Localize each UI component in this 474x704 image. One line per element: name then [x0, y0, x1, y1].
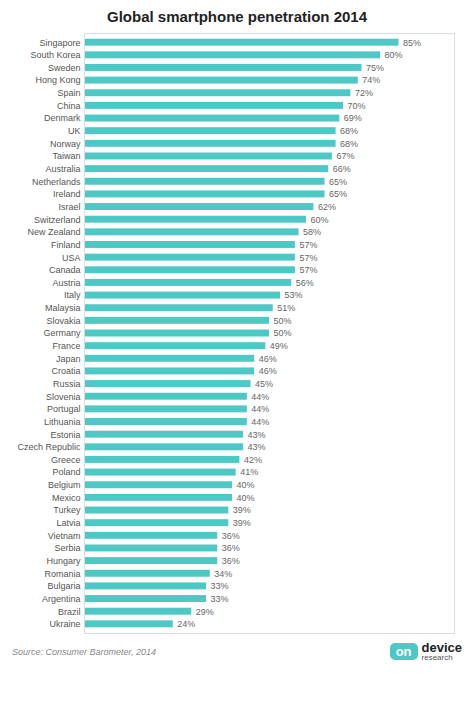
svg-text:43%: 43% — [248, 430, 266, 440]
svg-text:53%: 53% — [285, 290, 303, 300]
html-text:Source: Consumer Barometer, 20: Source: Consumer Barometer, 2014 — [12, 646, 157, 657]
svg-text:Portugal: Portugal — [47, 404, 81, 414]
svg-text:60%: 60% — [311, 215, 329, 225]
svg-text:57%: 57% — [299, 240, 317, 250]
html-text:on: on — [395, 644, 412, 659]
svg-text:57%: 57% — [299, 253, 317, 263]
svg-text:Sweden: Sweden — [48, 63, 81, 73]
svg-text:Slovakia: Slovakia — [46, 316, 80, 326]
svg-text:40%: 40% — [237, 480, 255, 490]
svg-text:75%: 75% — [366, 63, 384, 73]
svg-text:Switzerland: Switzerland — [34, 215, 81, 225]
svg-text:Finland: Finland — [51, 240, 81, 250]
svg-text:Australia: Australia — [45, 164, 80, 174]
svg-text:33%: 33% — [211, 594, 229, 604]
svg-text:80%: 80% — [385, 50, 403, 60]
svg-text:Spain: Spain — [57, 88, 80, 98]
svg-text:Argentina: Argentina — [42, 594, 81, 604]
svg-text:Italy: Italy — [64, 290, 81, 300]
svg-text:46%: 46% — [259, 366, 277, 376]
svg-text:67%: 67% — [336, 151, 354, 161]
svg-text:Czech Republic: Czech Republic — [17, 442, 81, 452]
svg-text:41%: 41% — [240, 467, 258, 477]
svg-text:Bulgaria: Bulgaria — [47, 581, 80, 591]
svg-text:51%: 51% — [277, 303, 295, 313]
svg-text:Malaysia: Malaysia — [45, 303, 81, 313]
svg-text:France: France — [52, 341, 80, 351]
svg-text:Germany: Germany — [43, 328, 81, 338]
svg-text:South Korea: South Korea — [30, 50, 80, 60]
svg-text:85%: 85% — [403, 38, 421, 48]
svg-text:50%: 50% — [274, 328, 292, 338]
svg-text:Latvia: Latvia — [56, 518, 80, 528]
svg-text:Israel: Israel — [58, 202, 80, 212]
svg-text:Russia: Russia — [53, 379, 81, 389]
svg-text:68%: 68% — [340, 139, 358, 149]
svg-text:39%: 39% — [233, 518, 251, 528]
svg-text:Vietnam: Vietnam — [48, 531, 81, 541]
svg-text:Belgium: Belgium — [48, 480, 81, 490]
svg-text:Taiwan: Taiwan — [52, 151, 80, 161]
svg-text:40%: 40% — [237, 493, 255, 503]
svg-text:57%: 57% — [299, 265, 317, 275]
svg-text:Slovenia: Slovenia — [46, 392, 81, 402]
html-text:Global smartphone penetration: Global smartphone penetration 2014 — [107, 8, 367, 25]
svg-text:33%: 33% — [211, 581, 229, 591]
svg-text:Ireland: Ireland — [53, 189, 81, 199]
svg-text:36%: 36% — [222, 543, 240, 553]
svg-text:42%: 42% — [244, 455, 262, 465]
svg-text:29%: 29% — [196, 607, 214, 617]
svg-text:58%: 58% — [303, 227, 321, 237]
svg-text:49%: 49% — [270, 341, 288, 351]
svg-text:New Zealand: New Zealand — [27, 227, 80, 237]
svg-text:50%: 50% — [274, 316, 292, 326]
svg-text:70%: 70% — [348, 101, 366, 111]
svg-text:Poland: Poland — [52, 467, 80, 477]
svg-text:Brazil: Brazil — [58, 607, 81, 617]
html-text:research: research — [421, 653, 453, 662]
svg-text:39%: 39% — [233, 505, 251, 515]
svg-text:24%: 24% — [177, 619, 195, 629]
svg-text:44%: 44% — [251, 392, 269, 402]
svg-text:36%: 36% — [222, 531, 240, 541]
svg-text:Turkey: Turkey — [53, 505, 81, 515]
svg-text:56%: 56% — [296, 278, 314, 288]
svg-text:Japan: Japan — [56, 354, 81, 364]
svg-text:Mexico: Mexico — [52, 493, 81, 503]
svg-text:34%: 34% — [214, 569, 232, 579]
svg-text:Norway: Norway — [50, 139, 81, 149]
svg-text:62%: 62% — [318, 202, 336, 212]
svg-text:Singapore: Singapore — [39, 38, 80, 48]
svg-text:Romania: Romania — [44, 569, 80, 579]
svg-text:Estonia: Estonia — [50, 430, 80, 440]
svg-text:China: China — [57, 101, 81, 111]
svg-text:Canada: Canada — [49, 265, 81, 275]
svg-text:Netherlands: Netherlands — [32, 177, 81, 187]
svg-text:36%: 36% — [222, 556, 240, 566]
svg-text:74%: 74% — [362, 75, 380, 85]
svg-text:44%: 44% — [251, 404, 269, 414]
svg-text:UK: UK — [68, 126, 81, 136]
svg-text:45%: 45% — [255, 379, 273, 389]
svg-text:Serbia: Serbia — [54, 543, 80, 553]
svg-text:USA: USA — [62, 253, 81, 263]
svg-text:69%: 69% — [344, 113, 362, 123]
svg-text:72%: 72% — [355, 88, 373, 98]
svg-text:44%: 44% — [251, 417, 269, 427]
svg-text:46%: 46% — [259, 354, 277, 364]
svg-text:43%: 43% — [248, 442, 266, 452]
svg-text:Lithuania: Lithuania — [44, 417, 81, 427]
svg-text:Hungary: Hungary — [46, 556, 81, 566]
svg-text:66%: 66% — [333, 164, 351, 174]
svg-text:Denmark: Denmark — [44, 113, 81, 123]
svg-text:68%: 68% — [340, 126, 358, 136]
svg-text:Austria: Austria — [52, 278, 80, 288]
svg-text:Ukraine: Ukraine — [49, 619, 80, 629]
html-text:device: device — [421, 640, 462, 655]
svg-text:65%: 65% — [329, 177, 347, 187]
svg-text:Hong Kong: Hong Kong — [35, 75, 80, 85]
svg-text:Greece: Greece — [51, 455, 81, 465]
svg-text:Croatia: Croatia — [51, 366, 80, 376]
svg-text:65%: 65% — [329, 189, 347, 199]
